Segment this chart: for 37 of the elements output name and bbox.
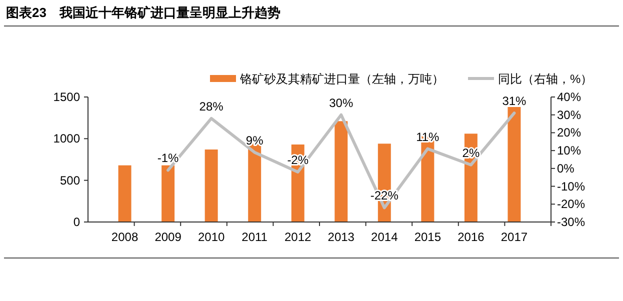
legend-label: 同比（右轴，%） xyxy=(498,72,593,86)
x-tick-label: 2016 xyxy=(458,230,485,244)
x-tick-label: 2012 xyxy=(284,230,312,244)
x-tick-label: 2009 xyxy=(154,230,182,244)
y2-tick-label: 10% xyxy=(557,144,582,158)
data-label: 9% xyxy=(246,133,264,148)
bar xyxy=(162,165,175,222)
legend-label: 铬矿砂及其精矿进口量（左轴，万吨） xyxy=(239,72,444,86)
y2-tick-label: 40% xyxy=(557,90,582,104)
chart-title: 图表23 我国近十年铬矿进口量呈明显上升趋势 xyxy=(6,5,280,20)
data-label: 31% xyxy=(502,94,527,108)
x-tick-label: 2014 xyxy=(371,230,398,244)
data-label: 30% xyxy=(329,96,354,110)
y2-tick-label: -10% xyxy=(557,179,586,194)
y2-tick-label: -30% xyxy=(557,215,586,229)
y2-tick-label: -20% xyxy=(557,197,586,212)
data-label: 11% xyxy=(416,130,440,144)
data-label: -1% xyxy=(157,151,180,166)
data-label: 28% xyxy=(199,99,224,114)
y-tick-label: 0 xyxy=(73,215,80,229)
x-tick-label: 2011 xyxy=(242,230,268,244)
x-tick-label: 2017 xyxy=(500,230,528,244)
bar xyxy=(508,107,521,222)
x-tick-label: 2010 xyxy=(198,230,225,244)
y-tick-label: 500 xyxy=(60,173,80,188)
y-tick-label: 1500 xyxy=(53,90,80,104)
bar xyxy=(204,150,218,222)
y2-tick-label: 30% xyxy=(557,108,582,122)
bar xyxy=(334,121,348,222)
bar xyxy=(248,144,262,222)
y2-tick-label: 20% xyxy=(557,126,582,140)
x-tick-label: 2015 xyxy=(414,230,442,244)
bar xyxy=(118,165,132,222)
x-tick-label: 2013 xyxy=(328,230,355,244)
y2-tick-label: 0% xyxy=(557,161,575,176)
y-tick-label: 1000 xyxy=(53,132,80,146)
x-tick-label: 2008 xyxy=(111,230,138,244)
